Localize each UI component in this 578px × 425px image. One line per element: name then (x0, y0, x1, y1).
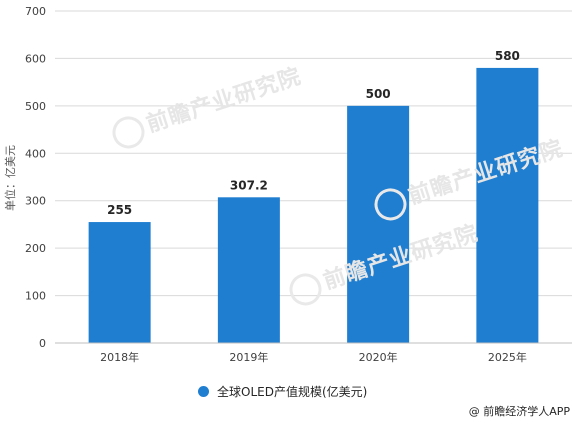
y-tick-label: 300 (25, 195, 46, 208)
data-label: 255 (107, 203, 132, 217)
y-axis-ticks: 0 100 200 300 400 500 600 700 (25, 5, 46, 350)
x-tick-label: 2019年 (229, 350, 268, 364)
bars (88, 67, 539, 344)
y-tick-label: 600 (25, 52, 46, 65)
x-axis-ticks: 2018年 2019年 2020年 2025年 (100, 350, 527, 364)
bar (217, 197, 280, 343)
data-label: 580 (495, 49, 520, 63)
legend-marker (198, 385, 209, 397)
y-tick-label: 0 (39, 337, 46, 350)
x-tick-label: 2020年 (359, 350, 398, 364)
y-tick-label: 400 (25, 147, 46, 160)
y-tick-label: 500 (25, 100, 46, 113)
y-tick-label: 100 (25, 290, 46, 303)
x-tick-label: 2025年 (488, 350, 527, 364)
source-credit: @ 前瞻经济学人APP (468, 405, 570, 418)
y-tick-label: 700 (25, 5, 46, 18)
y-axis-label: 单位：亿美元 (3, 145, 17, 211)
legend: 全球OLED产值规模(亿美元) (198, 382, 367, 400)
data-labels: 255 307.2 500 580 (107, 49, 520, 217)
bar (347, 105, 410, 343)
bar (88, 222, 151, 343)
bar (476, 67, 539, 344)
x-tick-label: 2018年 (100, 350, 139, 364)
data-label: 500 (366, 87, 391, 101)
y-tick-label: 200 (25, 242, 46, 255)
data-label: 307.2 (230, 178, 268, 192)
legend-label: 全球OLED产值规模(亿美元) (217, 384, 368, 399)
